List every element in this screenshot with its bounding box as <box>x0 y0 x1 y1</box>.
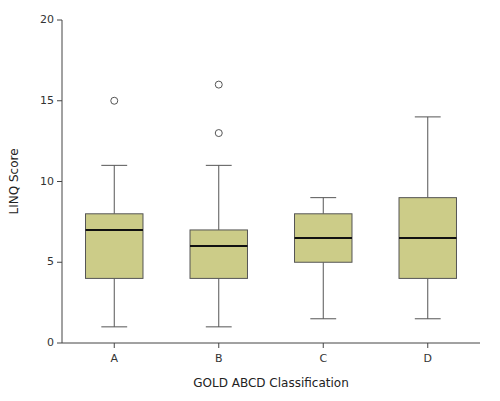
y-tick-label: 0 <box>47 336 54 349</box>
y-tick-label: 15 <box>40 94 54 107</box>
median <box>399 237 456 239</box>
cap-low <box>415 318 441 319</box>
cap-low <box>101 326 127 327</box>
y-tick <box>57 100 62 101</box>
whisker-high <box>323 198 324 214</box>
axes: 0 5 10 15 20 A B C D <box>40 13 480 365</box>
y-tick <box>57 20 62 21</box>
box <box>86 214 143 279</box>
y-axis-label: LINQ Score <box>7 148 21 214</box>
median <box>295 237 352 239</box>
x-axis-label: GOLD ABCD Classification <box>193 376 349 390</box>
cap-high <box>206 165 232 166</box>
whisker-low <box>114 278 115 326</box>
y-tick <box>57 181 62 182</box>
box <box>295 214 352 262</box>
x-axis-line <box>62 343 480 344</box>
x-tick <box>218 343 219 348</box>
box-group <box>86 97 143 327</box>
y-tick-label: 10 <box>40 175 54 188</box>
box <box>190 230 247 278</box>
cap-high <box>101 165 127 166</box>
whisker-high <box>218 165 219 230</box>
x-tick <box>114 343 115 348</box>
outlier <box>111 97 118 104</box>
median <box>190 245 247 247</box>
box-group <box>190 81 247 327</box>
box-group <box>399 117 456 319</box>
chart: 0 5 10 15 20 A B C D GOLD ABCD Classification LINQ… <box>0 0 500 401</box>
boxes <box>86 81 457 327</box>
y-tick-label: 5 <box>47 255 54 268</box>
box-group <box>295 198 352 319</box>
median <box>86 229 143 231</box>
outlier <box>215 130 222 137</box>
x-tick <box>427 343 428 348</box>
whisker-high <box>114 165 115 213</box>
cap-high <box>310 197 336 198</box>
outlier <box>215 81 222 88</box>
y-tick-label: 20 <box>40 13 54 26</box>
x-tick-label: D <box>424 352 432 365</box>
whisker-high <box>427 117 428 198</box>
x-tick <box>323 343 324 348</box>
whisker-low <box>323 262 324 319</box>
chart-container: 0 5 10 15 20 A B C D GOLD ABCD Classification LINQ… <box>0 0 500 401</box>
cap-low <box>310 318 336 319</box>
box <box>399 198 456 279</box>
x-tick-label: B <box>215 352 223 365</box>
x-tick-label: A <box>110 352 118 365</box>
y-tick <box>57 262 62 263</box>
whisker-low <box>427 278 428 318</box>
y-tick <box>57 343 62 344</box>
whisker-low <box>218 278 219 326</box>
cap-low <box>206 326 232 327</box>
cap-high <box>415 116 441 117</box>
x-tick-label: C <box>319 352 327 365</box>
